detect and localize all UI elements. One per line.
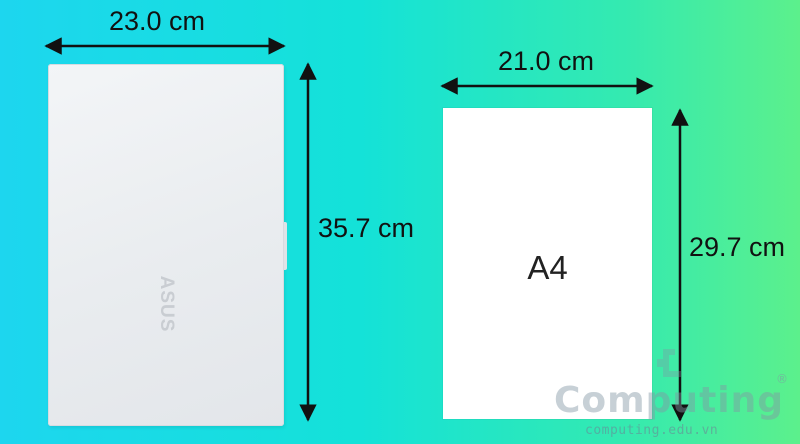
a4-label: A4 bbox=[527, 248, 568, 286]
watermark-logo-icon bbox=[657, 349, 681, 377]
laptop-width-label: 23.0 cm bbox=[109, 6, 206, 36]
watermark-brand: Computing bbox=[554, 380, 785, 421]
watermark-url: computing.edu.vn bbox=[585, 423, 719, 438]
paper-height-label: 29.7 cm bbox=[689, 232, 786, 262]
laptop-hinge bbox=[284, 222, 287, 270]
laptop-height-label: 35.7 cm bbox=[318, 213, 415, 243]
laptop-lid: ASUS bbox=[48, 64, 284, 426]
watermark-registered-mark: ® bbox=[776, 372, 788, 386]
a4-paper: A4 bbox=[443, 108, 652, 419]
paper-width-label: 21.0 cm bbox=[498, 46, 595, 76]
